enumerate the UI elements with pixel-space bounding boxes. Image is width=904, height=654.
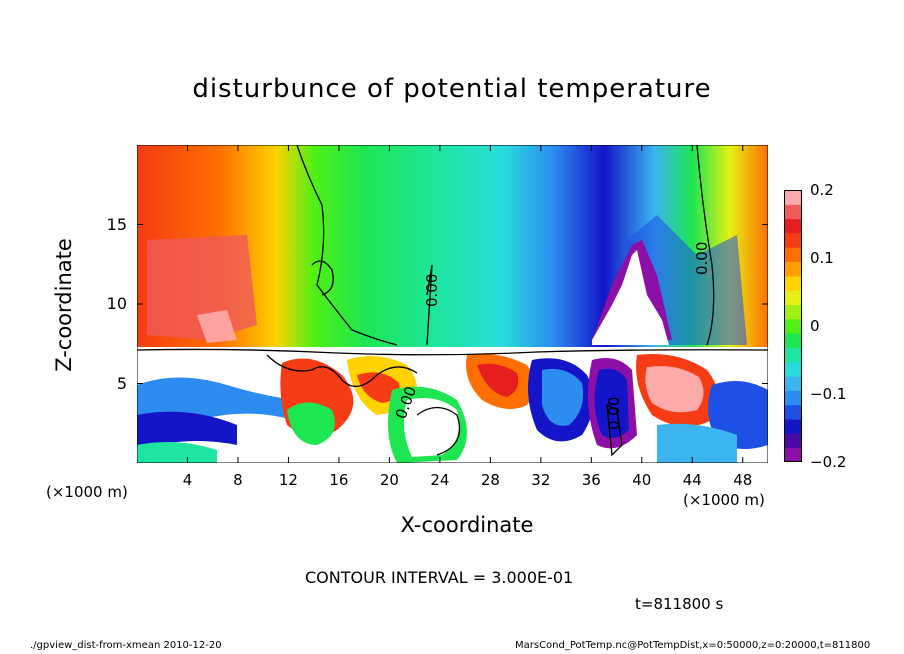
colorbar-segment	[784, 447, 802, 463]
x-tick-label: 16	[329, 471, 349, 489]
colorbar-tick-label: −0.1	[810, 385, 847, 403]
x-tick-label: 12	[278, 471, 298, 489]
x-tick-marks	[186, 145, 744, 463]
colorbar-segment	[784, 218, 802, 234]
heatmap-plot: 0.000.000.00 0.00	[136, 144, 769, 464]
contour-lines	[136, 144, 769, 457]
colorbar-segment	[784, 361, 802, 377]
colorbar-segment	[784, 376, 802, 391]
plot-area: 0.00 0.00 0.00 0.00	[136, 144, 769, 464]
contour-label: 0.00	[693, 242, 711, 275]
footer-script-name: ./gpview_dist-from-xmean 2010-12-20	[30, 640, 222, 651]
colorbar-segment	[784, 261, 802, 277]
colorbar-segment	[784, 204, 802, 220]
x-unit-label-left: (×1000 m)	[46, 483, 128, 501]
x-tick-label: 40	[632, 471, 652, 489]
cold-core-white	[592, 250, 669, 345]
warm-core	[147, 235, 257, 340]
colorbar-segment	[784, 333, 802, 348]
colorbar-tick-label: 0.2	[810, 181, 834, 199]
contour-label: 0.00	[605, 397, 623, 430]
x-unit-label-right: (×1000 m)	[683, 491, 765, 509]
x-tick-label: 44	[682, 471, 702, 489]
colorbar-segment	[784, 390, 802, 406]
colorbar-tick-label: 0	[810, 317, 820, 335]
y-tick-label: 5	[116, 373, 127, 393]
colorbar-svg	[784, 190, 802, 463]
colorbar-segment	[784, 247, 802, 263]
contour-label: 0.00	[423, 274, 441, 307]
y-tick-label: 10	[106, 294, 127, 313]
colorbar-segment	[784, 318, 802, 334]
colorbar-tick-label: −0.2	[810, 453, 847, 471]
colorbar-segment	[784, 232, 802, 248]
x-axis-label: X-coordinate	[400, 513, 534, 537]
x-tick-label: 28	[480, 471, 500, 489]
colorbar-frame	[784, 190, 802, 462]
time-label: t=811800 s	[635, 595, 724, 613]
x-tick-label: 48	[733, 471, 753, 489]
colorbar-segment	[784, 190, 802, 205]
x-tick-label: 24	[430, 471, 450, 489]
colorbar-tick-label: 0.1	[810, 249, 834, 267]
colorbar-segment	[784, 304, 802, 320]
contour-interval-text: CONTOUR INTERVAL = 3.000E-01	[305, 568, 574, 587]
x-tick-label: 32	[531, 471, 551, 489]
y-tick-marks	[137, 224, 768, 384]
colorbar	[784, 190, 802, 463]
y-tick-label: 15	[106, 214, 127, 234]
colorbar-segment	[784, 275, 802, 291]
colorbar-segment	[784, 404, 802, 420]
warm-core-inner	[197, 310, 237, 343]
x-tick-label: 36	[581, 471, 601, 489]
chart-title: disturbunce of potential temperature	[192, 74, 712, 104]
footer-data-source: MarsCond_PotTemp.nc@PotTempDist,x=0:5000…	[515, 640, 871, 651]
colorbar-segment	[784, 433, 802, 449]
x-tick-label: 20	[379, 471, 399, 489]
colorbar-segment	[784, 347, 802, 363]
colorbar-segment	[784, 290, 802, 306]
lower-blobs	[137, 353, 768, 463]
x-tick-label: 8	[233, 471, 243, 489]
y-axis-label: Z-coordinate	[52, 238, 76, 372]
x-tick-label: 4	[182, 471, 193, 489]
colorbar-segment	[784, 419, 802, 434]
